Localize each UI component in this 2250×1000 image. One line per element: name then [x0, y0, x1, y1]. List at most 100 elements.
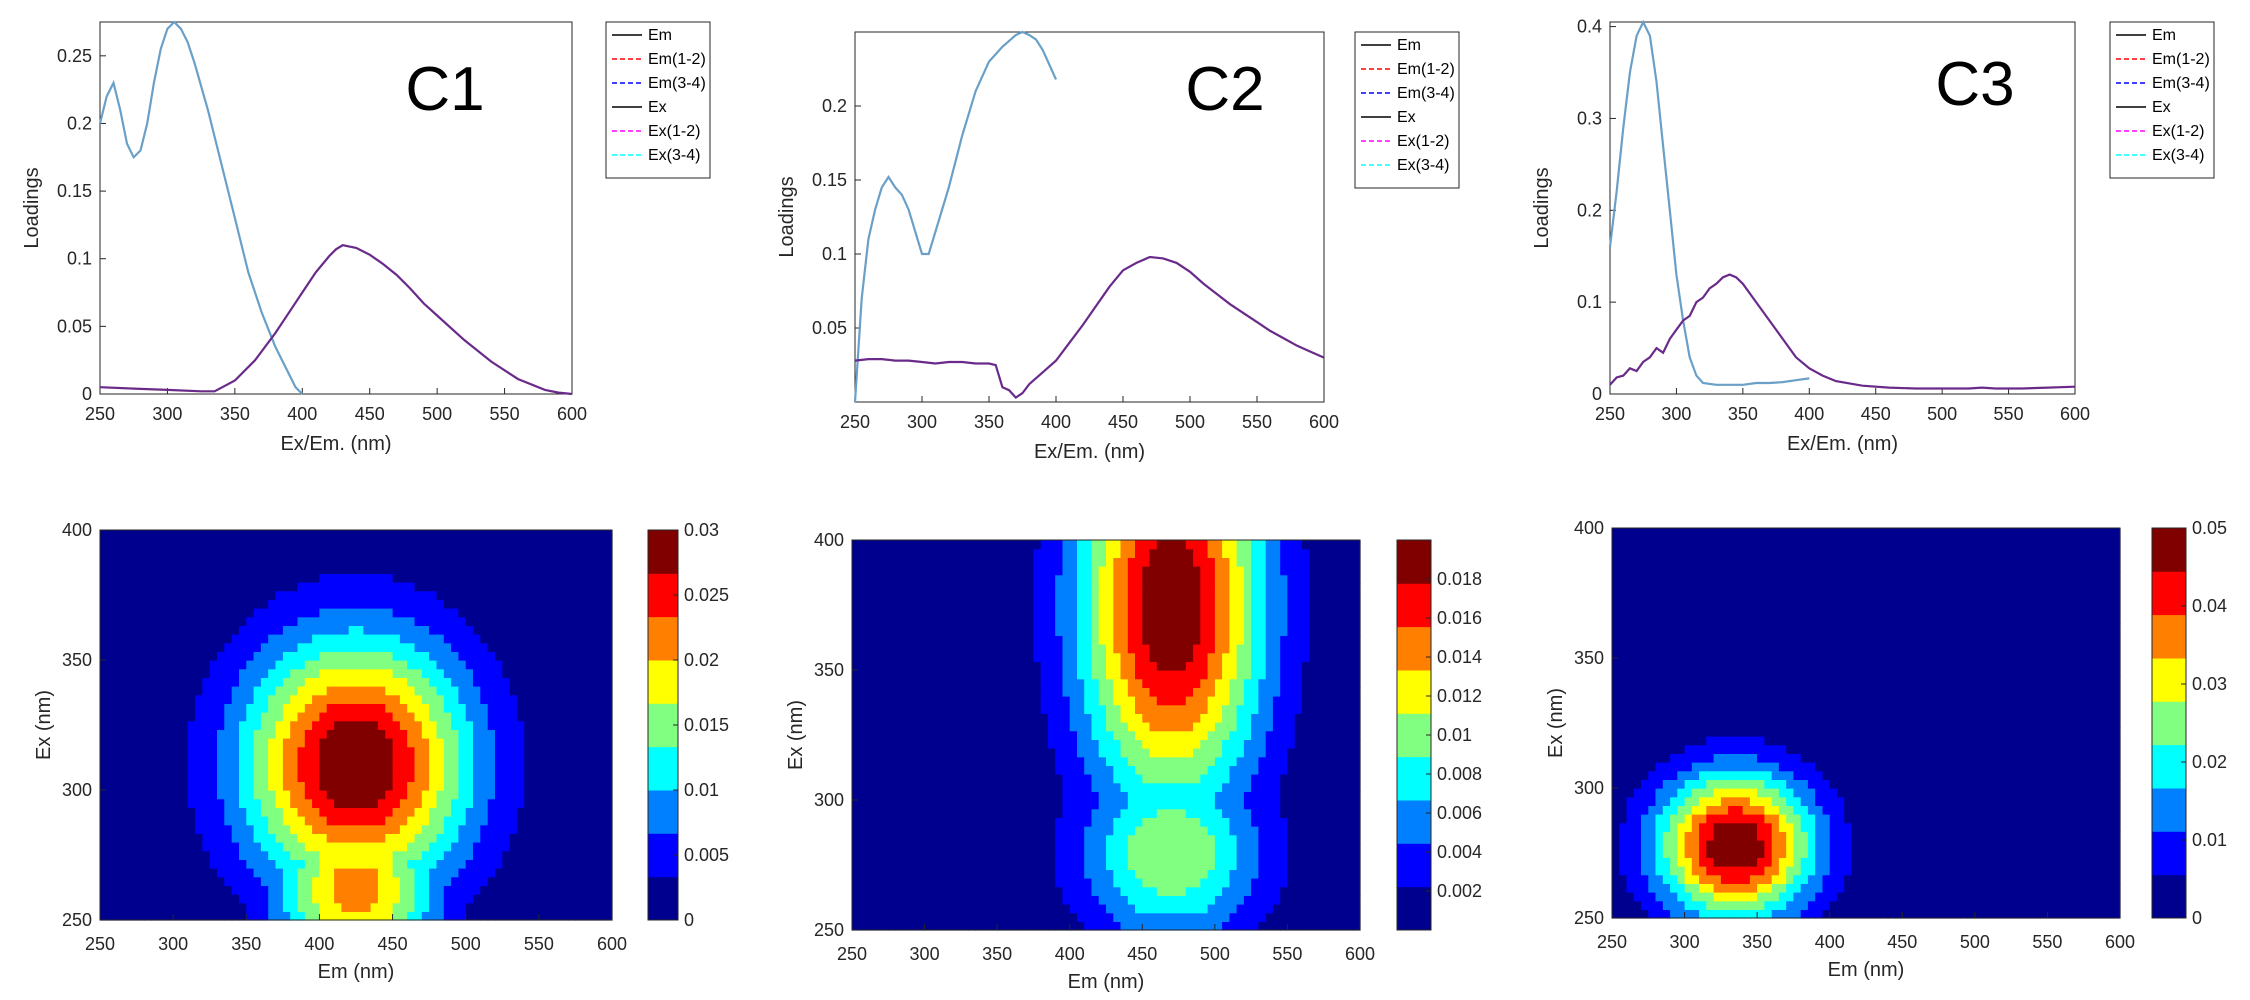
contour-cell	[495, 625, 503, 635]
contour-cell	[114, 790, 123, 800]
contour-cell	[1084, 618, 1093, 628]
contour-cell	[195, 582, 203, 592]
contour-cell	[180, 894, 189, 904]
contour-cell	[597, 746, 606, 756]
contour-cell	[604, 634, 613, 644]
contour-cell	[531, 530, 540, 540]
contour-cell	[1106, 895, 1114, 905]
contour-cell	[239, 807, 247, 817]
contour-cell	[217, 842, 225, 852]
contour-cell	[246, 842, 255, 852]
contour-cell	[341, 755, 350, 765]
contour-cell	[107, 781, 116, 791]
contour-cell	[1084, 895, 1093, 905]
contour-cell	[312, 651, 320, 661]
contour-cell	[1098, 696, 1107, 706]
contour-cell	[1004, 583, 1013, 593]
contour-cell	[604, 582, 613, 592]
contour-cell	[136, 738, 145, 748]
contour-cell	[1040, 800, 1049, 810]
contour-cell	[304, 582, 313, 592]
contour-cell	[421, 720, 430, 730]
contour-cell	[939, 765, 947, 775]
contour-cell	[1077, 583, 1085, 593]
contour-cell	[399, 616, 408, 626]
contour-cell	[1062, 800, 1071, 810]
contour-cell	[1011, 895, 1020, 905]
contour-cell	[852, 730, 860, 740]
contour-cell	[509, 538, 518, 548]
contour-cell	[451, 798, 459, 808]
contour-cell	[873, 912, 882, 922]
contour-cell	[997, 878, 1005, 888]
contour-cell	[377, 582, 386, 592]
contour-cell	[881, 912, 889, 922]
contour-cell	[1047, 722, 1056, 732]
contour-cell	[282, 798, 291, 808]
contour-cell	[195, 599, 203, 609]
contour-cell	[260, 634, 269, 644]
contour-cell	[290, 712, 299, 722]
contour-cell	[582, 876, 591, 886]
colorbar-tick-label: 0.025	[684, 585, 729, 605]
contour-cell	[895, 618, 904, 628]
contour-cell	[546, 712, 555, 722]
contour-cell	[202, 634, 211, 644]
contour-cell	[151, 642, 160, 652]
contour-cell	[487, 824, 496, 834]
contour-cell	[429, 694, 437, 704]
contour-cell	[502, 746, 511, 756]
contour-cell	[946, 826, 955, 836]
contour-cell	[946, 843, 955, 853]
contour-cell	[253, 712, 262, 722]
contour-cell	[260, 842, 269, 852]
contour-cell	[334, 824, 342, 834]
contour-cell	[516, 651, 525, 661]
contour-cell	[553, 547, 562, 557]
contour-cell	[224, 807, 233, 817]
contour-cell	[165, 538, 174, 548]
contour-cell	[1040, 661, 1049, 671]
contour-cell	[1011, 791, 1020, 801]
contour-cell	[224, 833, 233, 843]
contour-cell	[231, 894, 240, 904]
legend-label: Em(3-4)	[1397, 85, 1455, 102]
contour-cell	[173, 686, 181, 696]
contour-cell	[989, 600, 998, 610]
contour-cell	[370, 677, 379, 687]
contour-cell	[246, 807, 255, 817]
contour-cell	[1047, 782, 1056, 792]
x-tick-label: 500	[451, 934, 481, 954]
contour-cell	[575, 772, 584, 782]
contour-cell	[158, 824, 167, 834]
contour-cell	[414, 885, 423, 895]
contour-cell	[590, 703, 598, 713]
contour-cell	[568, 668, 576, 678]
contour-cell	[546, 790, 555, 800]
contour-cell	[1091, 878, 1100, 888]
contour-cell	[282, 547, 291, 557]
contour-cell	[107, 582, 116, 592]
contour-cell	[253, 651, 262, 661]
contour-cell	[997, 696, 1005, 706]
contour-cell	[953, 687, 962, 697]
contour-cell	[202, 703, 211, 713]
contour-cell	[436, 625, 445, 635]
contour-cell	[597, 660, 606, 670]
contour-cell	[260, 894, 269, 904]
contour-cell	[989, 635, 998, 645]
contour-cell	[341, 703, 350, 713]
legend-label: Ex(1-2)	[1397, 133, 1449, 150]
contour-cell	[975, 808, 984, 818]
contour-cell	[195, 564, 203, 574]
contour-cell	[1077, 774, 1085, 784]
contour-cell	[524, 547, 533, 557]
contour-cell	[597, 625, 606, 635]
contour-cell	[1055, 540, 1064, 550]
contour-cell	[319, 824, 328, 834]
contour-cell	[509, 703, 518, 713]
contour-cell	[1026, 756, 1035, 766]
contour-cell	[1040, 886, 1049, 896]
contour-cell	[917, 730, 926, 740]
contour-cell	[202, 868, 211, 878]
